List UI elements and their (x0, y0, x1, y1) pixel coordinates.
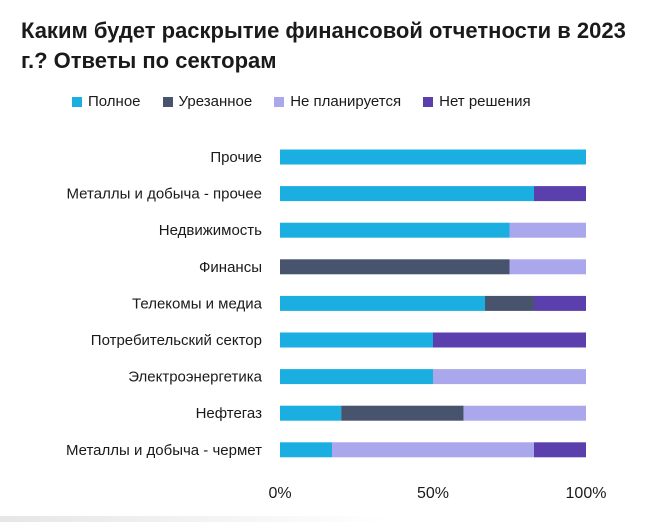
x-tick-label: 100% (566, 485, 607, 502)
category-label: Недвижимость (159, 222, 262, 239)
bar-segment-no-decision (533, 295, 586, 311)
legend-item-full: Полное (72, 93, 141, 110)
legend-swatch-no-decision (423, 96, 434, 107)
legend-label-not-planned: Не планируется (290, 93, 402, 110)
bar-segment-full (280, 332, 433, 348)
bar-segment-full (280, 369, 433, 385)
category-label: Финансы (199, 259, 262, 276)
bar-segment-full (280, 405, 342, 421)
x-tick-label: 0% (268, 485, 291, 502)
bar-segment-not-planned (509, 259, 586, 275)
bar-segment-full (280, 222, 510, 238)
category-label: Потребительский сектор (91, 332, 262, 349)
bottom-divider (0, 516, 646, 522)
bar-segment-reduced (485, 295, 534, 311)
category-label: Металлы и добыча - чермет (66, 442, 262, 459)
legend-swatch-not-planned (274, 96, 285, 107)
x-tick-label: 50% (417, 485, 449, 502)
legend-label-reduced: Урезанное (178, 93, 253, 110)
bar-segment-no-decision (533, 186, 586, 202)
bar-segment-no-decision (433, 332, 586, 348)
bar-segment-not-planned (332, 442, 534, 458)
category-label: Прочие (210, 149, 262, 166)
bar-segment-full (280, 149, 586, 165)
bar-segment-not-planned (463, 405, 586, 421)
bar-segment-reduced (280, 259, 510, 275)
bar-segment-no-decision (533, 442, 586, 458)
legend-swatch-full (72, 96, 82, 107)
legend-label-full: Полное (88, 93, 141, 110)
category-label: Нефтегаз (196, 405, 263, 422)
bar-segment-full (280, 442, 333, 458)
legend-item-reduced: Урезанное (162, 93, 253, 110)
legend-item-no-decision: Нет решения (423, 93, 531, 110)
bar-segment-full (280, 295, 486, 311)
bar-segment-not-planned (509, 222, 586, 238)
bar-segment-full (280, 186, 534, 202)
bar-segment-not-planned (433, 369, 586, 385)
legend-swatch-reduced (162, 96, 173, 107)
category-label: Металлы и добыча - прочее (67, 186, 262, 203)
category-label: Электроэнергетика (128, 369, 262, 386)
category-label: Телекомы и медиа (132, 295, 263, 312)
legend-item-not-planned: Не планируется (274, 93, 401, 110)
bar-segment-reduced (341, 405, 464, 421)
legend: Полное Урезанное Не планируется Нет реше… (72, 93, 531, 110)
chart-title: Каким будет раскрытие финансовой отчетно… (21, 18, 626, 73)
legend-label-no-decision: Нет решения (439, 93, 531, 110)
